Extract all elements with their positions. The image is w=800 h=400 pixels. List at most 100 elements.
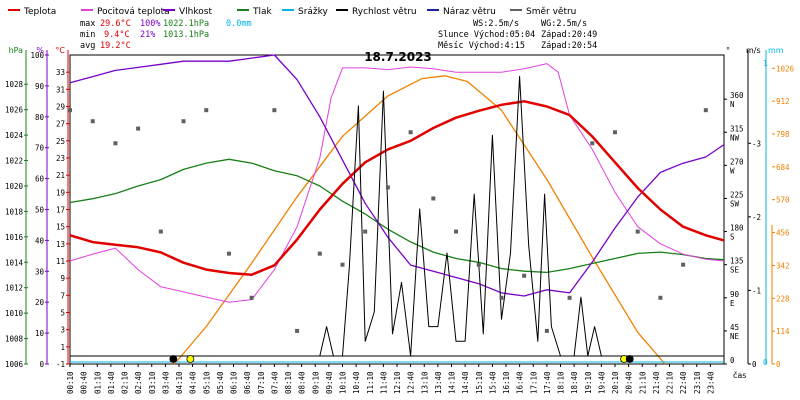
x-tick-label: 10:10	[339, 371, 348, 394]
wind-dir-point	[249, 295, 254, 300]
wind-dir-point	[476, 262, 481, 267]
dir-tick-label: 0	[730, 356, 735, 365]
pct-tick-label: 70	[35, 144, 45, 153]
stat-min-hum: 21%	[140, 30, 155, 40]
wind-dir-point	[295, 328, 300, 333]
sun-tick-label: 912	[776, 97, 790, 106]
wind-dir-point	[522, 273, 527, 278]
pct-tick-label: 100	[30, 51, 44, 60]
x-tick-label: 23:40	[706, 371, 715, 394]
pct-tick-label: 90	[35, 82, 45, 91]
x-tick-label: 21:10	[638, 371, 647, 394]
dir-tick-label: 360	[730, 91, 744, 100]
sun-tick-label: 114	[776, 327, 790, 336]
series-temperature	[69, 100, 725, 276]
x-tick-label: 02:40	[134, 371, 143, 394]
ms-tick-label: -1	[752, 286, 761, 295]
stat-max-temp: 29.6°C	[100, 19, 131, 29]
temp-tick-label: 29	[56, 103, 65, 112]
dir-tick-compass: NW	[730, 133, 740, 142]
sun-tick-label: 228	[776, 294, 790, 303]
mm-tick-label: 0	[763, 358, 768, 367]
sun-tick-label: 570	[776, 196, 790, 205]
x-tick-label: 14:40	[461, 371, 470, 394]
legend-srazky: Srážky	[298, 7, 329, 17]
x-tick-label: 17:40	[543, 371, 552, 394]
legend-naraz-vetru: Náraz větru	[443, 7, 496, 17]
dir-tick-label: 270	[730, 157, 744, 166]
hpa-tick-label: 1010	[5, 309, 24, 318]
wind-dir-point	[226, 251, 231, 256]
dir-tick-compass: SE	[730, 266, 740, 275]
x-tick-label: 06:40	[243, 371, 252, 394]
dir-tick-label: 90	[730, 290, 740, 299]
wind-dir-point	[340, 262, 345, 267]
pct-tick-label: 0	[39, 360, 44, 369]
x-tick-label: 09:40	[325, 371, 334, 394]
x-tick-label: 13:40	[434, 371, 443, 394]
wind-dir-point	[613, 130, 617, 135]
x-tick-label: 12:40	[407, 371, 416, 394]
pct-tick-label: 20	[35, 298, 45, 307]
x-tick-label: 19:40	[597, 371, 606, 394]
x-tick-label: 20:40	[625, 371, 634, 394]
series-solar	[174, 75, 666, 365]
ms-tick-label: -2	[752, 213, 761, 222]
stat-min-temp: 9.4°C	[104, 30, 130, 40]
temp-tick-label: 9	[60, 274, 65, 283]
temp-tick-label: 1	[60, 343, 65, 352]
dir-tick-label: 135	[730, 257, 744, 266]
stat-min-label: min	[80, 30, 95, 40]
temp-tick-label: 31	[56, 85, 65, 94]
x-tick-label: 22:10	[666, 371, 675, 394]
dir-tick-label: 45	[730, 323, 739, 332]
ms-axis-unit: m/s	[746, 46, 761, 55]
wind-dir-point	[204, 108, 209, 113]
x-tick-label: 06:10	[230, 371, 239, 394]
mm-axis-unit: mm	[768, 46, 784, 55]
x-tick-label: 03:40	[161, 371, 170, 394]
x-tick-label: 00:40	[80, 371, 89, 394]
hpa-tick-label: 1008	[5, 335, 24, 344]
hpa-axis-unit: hPa	[9, 46, 24, 55]
series-wind-speed	[70, 75, 724, 357]
wind-dir-point	[317, 251, 322, 256]
wind-dir-point	[567, 295, 572, 300]
x-tick-label: 16:40	[516, 371, 525, 394]
wind-dir-point	[454, 229, 459, 234]
stat-avg-label: avg	[80, 41, 95, 51]
x-tick-label: 18:10	[557, 371, 566, 394]
x-tick-label: 14:10	[448, 371, 457, 394]
moon-rise-marker	[169, 355, 178, 363]
stat-max-press: 1022.1hPa	[163, 19, 209, 29]
hpa-tick-label: 1022	[5, 157, 23, 166]
stat-avg-temp: 19.2°C	[100, 41, 131, 51]
x-tick-label: 04:40	[189, 371, 198, 394]
wind-dir-point	[499, 295, 504, 300]
pct-tick-label: 60	[35, 175, 45, 184]
sun-tick-label: 456	[776, 229, 790, 238]
x-tick-label: 16:10	[502, 371, 511, 394]
temp-tick-label: -1	[56, 360, 65, 369]
x-tick-label: 07:40	[270, 371, 279, 394]
temp-tick-label: 15	[56, 223, 65, 232]
wind-dir-point	[590, 141, 595, 146]
wind-dir-point	[658, 295, 663, 300]
sun-tick-label: 798	[776, 130, 790, 139]
chart-title: 18.7.2023	[364, 50, 432, 64]
dir-tick-label: 225	[730, 190, 744, 199]
dir-tick-compass: S	[730, 233, 735, 242]
temp-tick-label: 3	[60, 326, 65, 335]
info-moonrise: Měsíc Východ:4:15	[438, 41, 525, 51]
series-humidity	[69, 54, 725, 297]
x-tick-label: 00:10	[66, 371, 75, 394]
hpa-tick-label: 1020	[5, 182, 24, 191]
temp-tick-label: 23	[56, 154, 65, 163]
pct-tick-label: 80	[35, 113, 45, 122]
temp-tick-label: 21	[56, 171, 65, 180]
series	[68, 54, 725, 365]
hpa-tick-label: 1014	[5, 258, 24, 267]
wind-dir-point	[136, 126, 141, 131]
wind-dir-point	[635, 229, 640, 234]
